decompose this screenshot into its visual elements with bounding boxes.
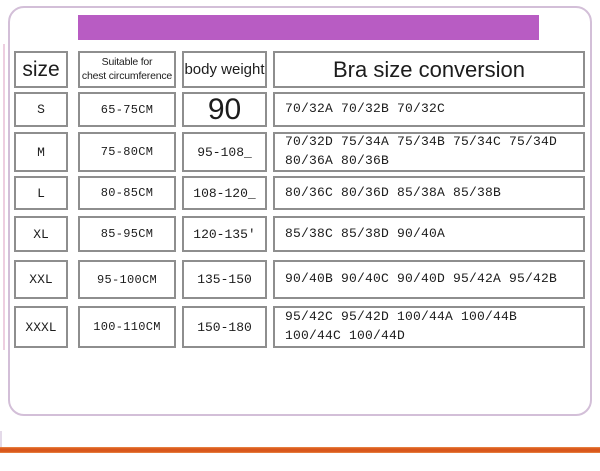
table-row-m: M 75-80CM 95-108_ 70/32D 75/34A 75/34B 7… — [14, 132, 585, 172]
table-row-xxxl: XXXL 100-110CM 150-180 95/42C 95/42D 100… — [14, 306, 585, 348]
weight-cell: 150-180 — [182, 306, 267, 348]
table-row-l: L 80-85CM 108-120_ 80/36C 80/36D 85/38A … — [14, 176, 585, 210]
size-cell: S — [14, 92, 68, 127]
header-weight-cell: body weight — [182, 51, 267, 88]
chest-cell: 65-75CM — [78, 92, 176, 127]
bra-cell: 70/32A 70/32B 70/32C — [273, 92, 585, 127]
table-row-s: S 65-75CM 90 70/32A 70/32B 70/32C — [14, 92, 585, 127]
table-row-xxl: XXL 95-100CM 135-150 90/40B 90/40C 90/40… — [14, 260, 585, 299]
size-cell: M — [14, 132, 68, 172]
bra-cell: 80/36C 80/36D 85/38A 85/38B — [273, 176, 585, 210]
weight-cell: 120-135' — [182, 216, 267, 252]
orange-divider-line — [0, 447, 600, 453]
weight-cell: 90 — [182, 92, 267, 127]
left-edge-lower-line — [0, 431, 2, 447]
chest-cell: 75-80CM — [78, 132, 176, 172]
bra-cell: 90/40B 90/40C 90/40D 95/42A 95/42B — [273, 260, 585, 299]
weight-cell: 135-150 — [182, 260, 267, 299]
chest-cell: 100-110CM — [78, 306, 176, 348]
table-header-row: size Suitable for chest circumference bo… — [14, 51, 585, 88]
chest-cell: 95-100CM — [78, 260, 176, 299]
bra-cell: 85/38C 85/38D 90/40A — [273, 216, 585, 252]
size-cell: XXXL — [14, 306, 68, 348]
header-bra-cell: Bra size conversion — [273, 51, 585, 88]
weight-cell: 95-108_ — [182, 132, 267, 172]
chest-cell: 80-85CM — [78, 176, 176, 210]
header-chest-cell: Suitable for chest circumference — [78, 51, 176, 88]
left-edge-pink-line — [3, 44, 5, 350]
purple-banner — [78, 15, 539, 40]
weight-cell: 108-120_ — [182, 176, 267, 210]
size-cell: XXL — [14, 260, 68, 299]
bra-cell: 70/32D 75/34A 75/34B 75/34C 75/34D 80/36… — [273, 132, 585, 172]
table-row-xl: XL 85-95CM 120-135' 85/38C 85/38D 90/40A — [14, 216, 585, 252]
bra-cell: 95/42C 95/42D 100/44A 100/44B 100/44C 10… — [273, 306, 585, 348]
size-cell: L — [14, 176, 68, 210]
header-size-cell: size — [14, 51, 68, 88]
size-cell: XL — [14, 216, 68, 252]
chest-cell: 85-95CM — [78, 216, 176, 252]
